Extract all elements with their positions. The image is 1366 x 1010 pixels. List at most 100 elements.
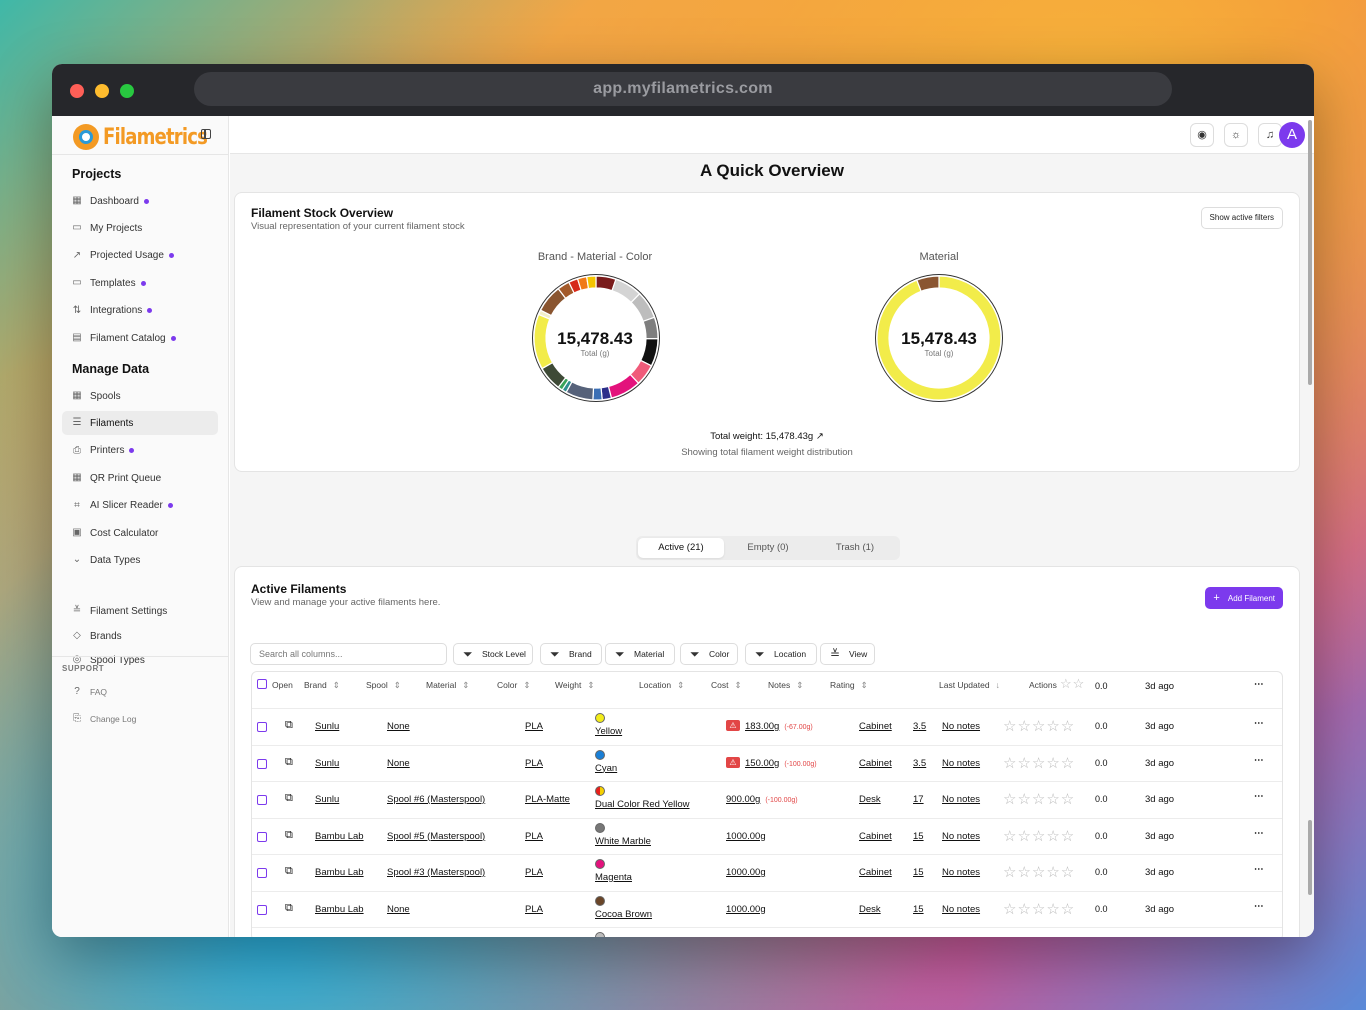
column-header-spool[interactable]: Spool ⇕ <box>366 672 401 708</box>
rating-stars[interactable]: ☆☆☆☆☆ <box>1003 791 1076 808</box>
weight-value[interactable]: 1000.00g <box>726 904 766 915</box>
sidebar-item-my-projects[interactable]: ▭ My Projects <box>62 216 218 240</box>
weight-value[interactable]: 1000.00g <box>726 831 766 842</box>
tab-trash[interactable]: Trash (1) <box>835 542 875 553</box>
brand-link[interactable]: Sunlu <box>315 721 340 732</box>
open-external-icon[interactable]: ⧉ <box>285 792 293 804</box>
color-link[interactable]: Yellow <box>595 726 623 737</box>
weight-value[interactable]: 900.00g (-100.00g) <box>726 794 798 805</box>
location-link[interactable]: Cabinet <box>859 830 892 842</box>
rating-stars[interactable]: ☆☆☆☆☆ <box>1003 936 1075 937</box>
cost-link[interactable]: 15 <box>913 867 924 878</box>
column-header-rating[interactable]: Rating ⇕ <box>830 672 868 708</box>
row-actions-menu-icon[interactable]: ⋯ <box>1254 791 1264 802</box>
sidebar-item-filament-catalog[interactable]: ▤ Filament Catalog <box>62 326 218 350</box>
spool-link[interactable]: Spool #3 (Masterspool) <box>387 867 486 878</box>
filter-view-button[interactable]: ≚ View <box>820 643 875 665</box>
add-filament-button[interactable]: + Add Filament <box>1205 587 1283 609</box>
color-link[interactable]: Magenta <box>595 872 632 883</box>
sidebar-item-ai-slicer-reader[interactable]: ⌗ AI Slicer Reader <box>62 494 218 518</box>
open-external-icon[interactable]: ⧉ <box>285 901 293 914</box>
table-scrollbar[interactable] <box>1308 820 1312 895</box>
user-avatar[interactable]: A <box>1279 122 1305 148</box>
notes-link[interactable]: No notes <box>942 721 981 732</box>
select-all-checkbox[interactable] <box>257 679 267 689</box>
rating-stars[interactable]: ☆☆☆☆☆ <box>1003 827 1076 845</box>
color-link[interactable]: Cyan <box>595 762 618 774</box>
rating-stars[interactable]: ☆☆☆☆☆ <box>1003 754 1076 772</box>
notes-link[interactable]: No notes <box>942 830 981 842</box>
sidebar-item-printers[interactable]: ⎙ Printers <box>62 439 218 463</box>
sidebar-item-cost-calculator[interactable]: ▣ Cost Calculator <box>62 521 218 545</box>
material-link[interactable]: PLA-Matte <box>525 794 570 805</box>
column-header-material[interactable]: Material ⇕ <box>426 672 469 708</box>
tab-empty[interactable]: Empty (0) <box>747 542 789 553</box>
weight-link[interactable]: 150.00g <box>745 757 780 769</box>
filter-brand-button[interactable]: ⏷ Brand <box>540 643 602 665</box>
spool-link[interactable]: Spool #6 (Masterspool) <box>387 794 486 805</box>
sidebar-item-faq[interactable]: ? FAQ <box>62 680 218 704</box>
more-actions-icon[interactable]: ⋯ <box>1254 679 1264 690</box>
material-slice-pla[interactable] <box>876 275 1002 401</box>
brand-link[interactable]: Bambu Lab <box>315 830 364 842</box>
weight-value[interactable]: 150.00g (-100.00g) <box>745 758 817 769</box>
brand-link[interactable]: Sunlu <box>315 757 340 769</box>
location-link[interactable]: Desk <box>859 794 881 805</box>
brand-material-color-slice-yellow-orange[interactable] <box>586 275 597 290</box>
cost-link[interactable]: 3.5 <box>913 757 927 769</box>
location-link[interactable]: Cabinet <box>859 867 892 878</box>
weight-link[interactable]: 1000.00g <box>726 867 766 878</box>
tab-active[interactable]: Active (21) <box>638 538 724 558</box>
spool-link[interactable]: None <box>387 721 410 732</box>
location-link[interactable]: Cabinet <box>859 721 892 732</box>
sidebar-item-brands[interactable]: ◇ Brands <box>62 624 218 648</box>
row-select-checkbox[interactable] <box>257 868 267 878</box>
weight-link[interactable]: 1000.00g <box>726 903 766 915</box>
brand-link[interactable]: Sunlu <box>315 794 340 805</box>
brand-material-color-slice-magenta[interactable] <box>607 373 640 399</box>
row-actions-menu-icon[interactable]: ⋯ <box>1254 900 1264 912</box>
sidebar-toggle-icon[interactable] <box>201 129 211 139</box>
material-link[interactable]: PLA <box>525 867 543 878</box>
sidebar-item-templates[interactable]: ▭ Templates <box>62 271 218 295</box>
rating-stars[interactable]: ☆☆☆☆☆ <box>1003 864 1076 881</box>
sidebar-item-dashboard[interactable]: ▦ Dashboard <box>62 189 218 213</box>
brand-logo[interactable]: Filametrics <box>73 123 230 151</box>
row-actions-menu-icon[interactable]: ⋯ <box>1254 718 1264 729</box>
cost-link[interactable]: 15 <box>913 830 924 842</box>
sidebar-item-spool-types[interactable]: ◎ Spool Types <box>62 648 218 672</box>
sidebar-item-projected-usage[interactable]: ↗ Projected Usage <box>62 244 218 268</box>
notes-link[interactable]: No notes <box>942 757 981 769</box>
row-select-checkbox[interactable] <box>257 831 267 842</box>
spool-link[interactable]: Spool #5 (Masterspool) <box>387 830 486 842</box>
maximize-window-button[interactable] <box>120 84 134 98</box>
show-active-filters-button[interactable]: Show active filters <box>1200 207 1283 229</box>
column-header-location[interactable]: Location ⇕ <box>639 672 684 708</box>
rating-stars[interactable]: ☆☆☆☆☆ <box>1003 900 1076 918</box>
address-bar[interactable]: app.myfilametrics.com <box>194 72 1172 106</box>
spool-link[interactable]: None <box>387 757 410 769</box>
column-header-color[interactable]: Color ⇕ <box>497 672 530 708</box>
row-select-checkbox[interactable] <box>257 904 267 915</box>
cost-link[interactable]: 3.5 <box>913 721 927 732</box>
location-link[interactable]: Desk <box>859 903 881 915</box>
open-external-icon[interactable]: ⧉ <box>285 755 293 768</box>
minimize-window-button[interactable] <box>95 84 109 98</box>
notifications-button[interactable]: ♫ <box>1258 123 1282 147</box>
weight-link[interactable]: 900.00g <box>726 794 761 805</box>
spool-link[interactable]: None <box>387 903 410 915</box>
cost-link[interactable]: 17 <box>913 794 924 805</box>
row-select-checkbox[interactable] <box>257 758 267 769</box>
material-link[interactable]: PLA <box>525 903 543 915</box>
weight-link[interactable]: 1000.00g <box>726 830 766 842</box>
column-header-weight[interactable]: Weight ⇕ <box>555 672 594 708</box>
row-actions-menu-icon[interactable]: ⋯ <box>1254 754 1264 766</box>
filter-material-button[interactable]: ⏷ Material <box>605 643 675 665</box>
open-external-icon[interactable]: ⧉ <box>285 865 293 877</box>
row-actions-menu-icon[interactable]: ⋯ <box>1254 827 1264 839</box>
filter-color-button[interactable]: ⏷ Color <box>680 643 738 665</box>
cost-link[interactable]: 15 <box>913 903 924 915</box>
color-link[interactable]: White Marble <box>595 835 651 847</box>
weight-value[interactable]: 183.00g (-67.00g) <box>745 721 813 732</box>
sidebar-item-filaments[interactable]: ☰ Filaments <box>62 411 218 436</box>
